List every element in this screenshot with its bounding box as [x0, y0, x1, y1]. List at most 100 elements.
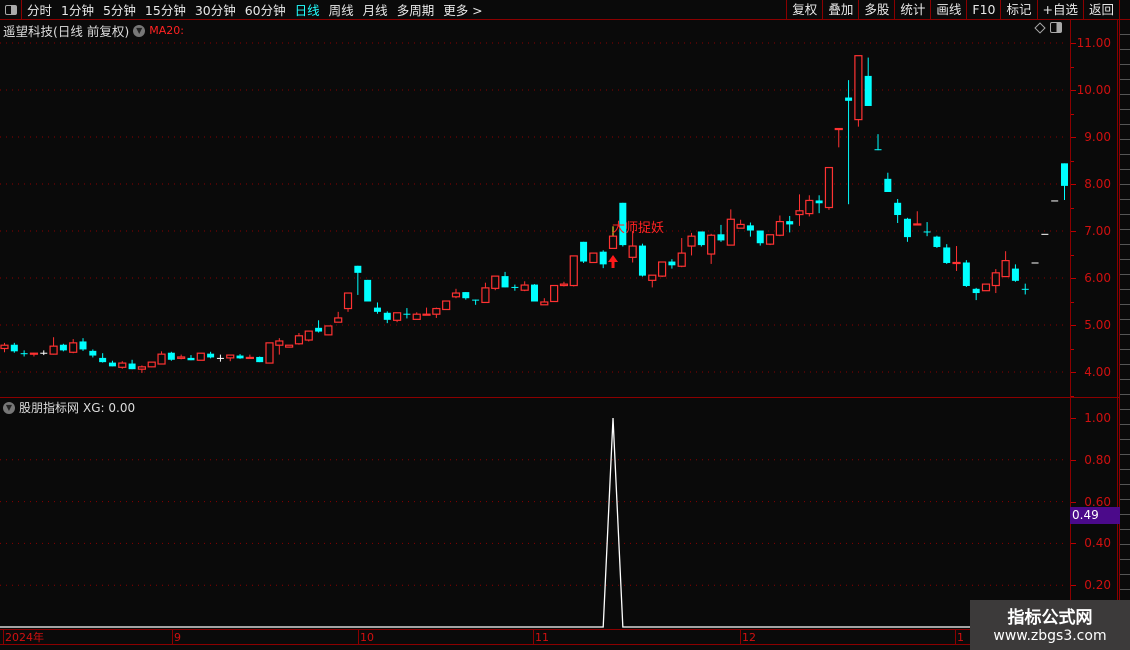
candle-down [511, 286, 519, 288]
layout-toggle-icon[interactable] [0, 0, 22, 20]
toolbar-button[interactable]: 画线 [930, 0, 966, 20]
candle-up [1001, 260, 1010, 278]
price-label: 6.00 [1084, 271, 1111, 285]
axis-tick [1071, 90, 1076, 91]
axis-tick [1071, 184, 1076, 185]
candle-up [559, 283, 569, 287]
candle-down [756, 230, 764, 244]
price-label: 4.00 [1084, 365, 1111, 379]
candle-down [923, 231, 931, 233]
chevron-down-icon[interactable]: ▼ [3, 401, 15, 414]
candle-up [648, 274, 657, 281]
signal-arrow-icon [608, 255, 619, 268]
candle-down [943, 247, 951, 263]
period-tabs: 分时 1分钟 5分钟 15分钟 30分钟 60分钟 日线 周线 月线 多周期 更多 > [27, 0, 483, 19]
candle-up [29, 352, 39, 355]
period-tab[interactable]: 分时 [27, 3, 53, 18]
candle-up [118, 362, 127, 368]
candle-down [894, 202, 902, 216]
period-tab[interactable]: 15分钟 [144, 3, 186, 18]
candle-down [903, 218, 911, 238]
panel-icons [1034, 21, 1062, 34]
period-tab[interactable]: 5分钟 [102, 3, 136, 18]
candle-flat [1041, 233, 1049, 235]
panel-toggle-icon[interactable] [1050, 22, 1062, 33]
candle-down [815, 200, 823, 204]
axis-tick [1071, 137, 1076, 138]
candle-up [854, 55, 863, 121]
axis-minor-tick [1071, 395, 1074, 397]
candle-up [285, 344, 294, 348]
time-label: 12 [740, 630, 756, 645]
toolbar-button[interactable]: 多股 [858, 0, 894, 20]
time-axis: 2024年 9 10 11 12 1 [0, 629, 1070, 645]
candle-down [1061, 163, 1068, 186]
candle-down [236, 355, 244, 359]
candle-up [726, 218, 735, 246]
candle-up [196, 352, 205, 361]
candle-up [569, 255, 578, 287]
candle-up [334, 317, 343, 323]
candle-up [795, 210, 804, 216]
xg-axis-label: 0.60 [1084, 494, 1111, 509]
toolbar-button[interactable]: 统计 [894, 0, 930, 20]
candle-up [550, 284, 559, 303]
candle-up [657, 261, 667, 277]
period-tab[interactable]: 多周期 [396, 3, 435, 18]
period-tab[interactable]: 更多 > [443, 3, 483, 18]
toolbar-button[interactable]: 叠加 [822, 0, 858, 20]
candle-down [501, 276, 509, 288]
price-axis: 11.00 10.00 9.00 8.00 7.00 6.00 5.00 4.00 1.00 0.… [1070, 20, 1118, 630]
axis-minor-tick [1071, 254, 1074, 256]
toolbar-button[interactable]: F10 [966, 0, 1000, 20]
candle-up [432, 307, 441, 315]
period-tab[interactable]: 1分钟 [61, 3, 94, 18]
candle-up [451, 292, 461, 298]
xg-value: XG: 0.00 [83, 400, 136, 415]
period-tab[interactable]: 周线 [328, 3, 354, 18]
candle-up [628, 245, 637, 258]
candle-up [226, 354, 235, 359]
indicator-name: 股朋指标网 [19, 401, 80, 415]
period-tab[interactable]: 日线 [294, 3, 320, 18]
candle-down [531, 284, 538, 302]
candle-up [147, 361, 156, 368]
candle-down [1011, 268, 1019, 281]
candle-down [933, 236, 941, 247]
candle-up [540, 301, 549, 306]
time-label: 9 [172, 630, 181, 645]
candle-up [520, 284, 529, 291]
period-tab[interactable]: 30分钟 [194, 3, 236, 18]
candle-up [304, 330, 313, 341]
axis-tick [1071, 543, 1076, 545]
toolbar-button[interactable]: +自选 [1036, 0, 1083, 20]
candle-up [481, 287, 490, 304]
candle-down [845, 97, 853, 101]
toolbar: 分时 1分钟 5分钟 15分钟 30分钟 60分钟 日线 周线 月线 多周期 更多 > 复权 叠加 多股… [0, 0, 1130, 20]
toolbar-button[interactable]: 复权 [786, 0, 822, 20]
period-tab[interactable]: 60分钟 [244, 3, 286, 18]
toolbar-button[interactable]: 标记 [1000, 0, 1036, 20]
candle-up [294, 335, 304, 345]
candle-down [354, 265, 362, 273]
candle-down [79, 341, 87, 350]
candle-down [187, 357, 195, 361]
period-tab[interactable]: 月线 [362, 3, 388, 18]
xg-axis-label: 0.80 [1084, 452, 1111, 467]
candle-flat [1031, 262, 1039, 264]
chevron-down-icon[interactable]: ▼ [133, 24, 146, 37]
candlestick-chart[interactable] [0, 0, 1070, 630]
candle-up [69, 342, 78, 353]
price-label: 9.00 [1084, 130, 1111, 144]
axis-minor-tick [1071, 207, 1074, 209]
axis-tick [1071, 325, 1076, 326]
candle-up [137, 366, 147, 370]
axis-tick [1071, 585, 1076, 587]
xg-axis-label: 1.00 [1084, 411, 1111, 425]
toolbar-button[interactable]: 返回 [1082, 0, 1120, 20]
time-label: 10 [358, 630, 374, 645]
watermark-title: 指标公式网 [1007, 608, 1093, 628]
axis-minor-tick [1071, 66, 1074, 68]
candle-up [805, 199, 814, 215]
price-label: 7.00 [1084, 224, 1111, 238]
